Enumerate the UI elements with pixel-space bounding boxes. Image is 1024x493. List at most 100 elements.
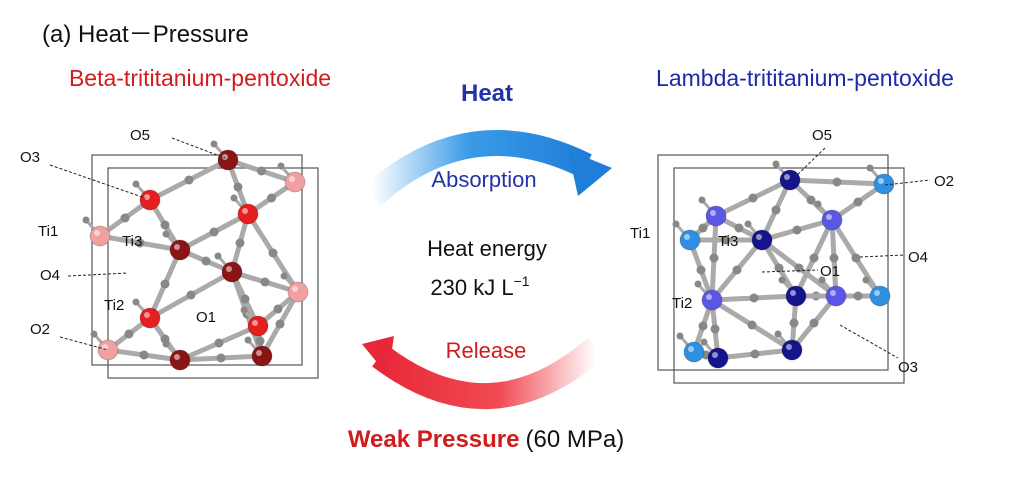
oxygen-atom [734,223,744,233]
oxygen-atom [778,276,786,284]
oxygen-atom [277,162,285,170]
left-labels: O5 O3 Ti1 Ti3 O4 Ti2 O1 O2 [20,127,226,351]
oxygen-atom [201,256,211,266]
oxygen-atom [214,338,224,348]
oxygen-atom [809,318,819,328]
oxygen-atom [698,196,706,204]
oxygen-atom [132,298,140,306]
titanium-atom [97,339,119,361]
titanium-atom [169,349,191,371]
oxygen-atom [772,160,780,168]
titanium-atom [751,229,773,251]
oxygen-atom [160,279,170,289]
oxygen-atom [851,253,861,263]
titanium-atom [169,239,191,261]
titanium-atom [701,289,723,311]
pressure-label: Weak Pressure (60 MPa) [348,426,624,453]
highlight [174,244,180,250]
oxygen-atom [709,253,719,263]
titanium-atom [825,285,847,307]
oxygen-atom [135,238,145,248]
highlight [144,312,150,318]
right-structure [657,154,905,384]
highlight [790,290,796,296]
atom-label: O3 [20,149,40,166]
oxygen-atom [90,330,98,338]
heat-arrow [363,130,612,206]
atom-label: Ti1 [38,223,58,240]
oxygen-atom [162,230,170,238]
oxygen-atom [209,227,219,237]
titanium-atom [217,149,239,171]
highlight [684,234,690,240]
highlight [756,234,762,240]
cell-box [673,167,905,384]
oxygen-atom [216,353,226,363]
titanium-atom [139,189,161,211]
oxygen-atom [268,248,278,258]
atom-label: Ti3 [718,233,738,250]
cell-box [91,154,303,366]
oxygen-atom [267,193,276,203]
oxygen-atom [721,235,731,245]
titanium-atom [287,281,309,303]
highlight [712,352,718,358]
oxygen-atom [160,220,170,230]
titanium-atom [284,171,306,193]
oxygen-atom [240,306,248,314]
oxygen-atom [866,164,874,172]
oxygen-atom [255,336,265,346]
titanium-atom [221,261,243,283]
atom-label: Ti2 [104,297,124,314]
oxygen-atom [139,350,149,360]
atom-label: O1 [820,263,840,280]
oxygen-atom [120,213,130,223]
atom-label: O5 [812,127,832,144]
atom-label: O2 [30,321,50,338]
right-labels: O5 O2 Ti1 Ti3 O4 O1 Ti2 O3 [630,127,954,376]
oxygen-atom [230,194,238,202]
atom-label: O2 [934,173,954,190]
highlight [226,266,232,272]
energy-number: 230 kJ L [430,275,513,300]
oxygen-atom [774,330,782,338]
oxygen-atom [698,223,708,233]
left-name: Beta-trititanium-pentoxide [69,65,331,91]
titanium-atom [247,315,269,337]
oxygen-atom [132,180,140,188]
release-label: Release [446,338,527,363]
oxygen-atom [257,166,266,176]
oxygen-atom [260,277,270,287]
highlight [710,210,716,216]
oxygen-atom [210,140,218,148]
highlight [252,320,258,326]
absorption-label: Absorption [431,167,536,192]
atom-label: Ti2 [672,295,692,312]
oxygen-atom [82,216,90,224]
oxygen-atom [233,182,243,192]
oxygen-atom [806,195,816,205]
oxygen-atom [832,177,842,187]
highlight [786,344,792,350]
oxygen-atom [853,197,863,207]
oxygen-atom [771,205,781,215]
highlight [174,354,180,360]
oxygen-atom [732,265,742,275]
cell-box [657,154,889,371]
titanium-atom [89,225,111,247]
oxygen-atom [676,332,684,340]
right-name: Lambda-trititanium-pentoxide [656,65,954,91]
oxygen-atom [744,220,752,228]
heat-label: Heat [461,80,513,107]
oxygen-atom [750,349,760,359]
oxygen-atom [244,336,252,344]
oxygen-atom [749,293,759,303]
highlight [874,290,880,296]
oxygen-atom [214,252,222,260]
oxygen-atom [862,276,870,284]
highlight [830,290,836,296]
titanium-atom [821,209,843,231]
titanium-atom [705,205,727,227]
titanium-atom [869,285,891,307]
titanium-atom [707,347,729,369]
